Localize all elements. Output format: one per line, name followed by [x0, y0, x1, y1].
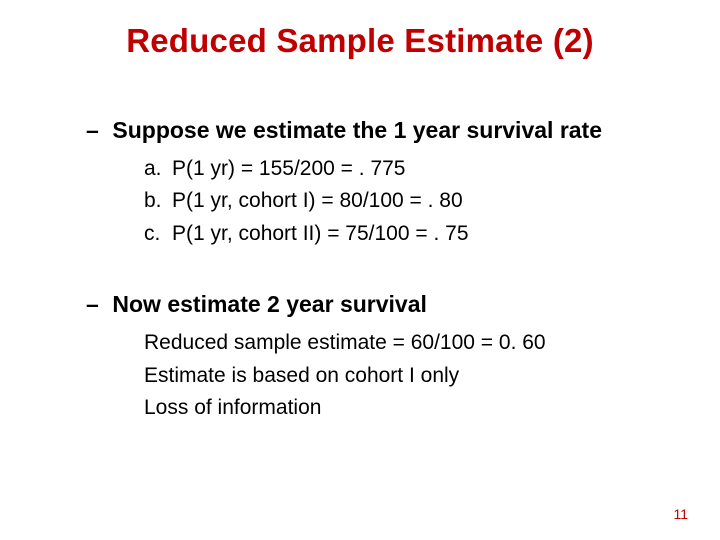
bullet-2: – Now estimate 2 year survival — [88, 290, 660, 319]
ordered-sublist-1: a. P(1 yr) = 155/200 = . 775 b. P(1 yr, … — [144, 153, 660, 251]
plain-sublist-2: Reduced sample estimate = 60/100 = 0. 60… — [144, 327, 660, 425]
list-marker: c. — [144, 218, 172, 251]
sub-line: Reduced sample estimate = 60/100 = 0. 60 — [144, 327, 660, 360]
list-text: P(1 yr, cohort II) = 75/100 = . 75 — [172, 218, 469, 251]
slide-title: Reduced Sample Estimate (2) — [0, 22, 720, 60]
list-item: a. P(1 yr) = 155/200 = . 775 — [144, 153, 660, 186]
bullet-1-text: Suppose we estimate the 1 year survival … — [112, 117, 602, 143]
list-marker: b. — [144, 185, 172, 218]
bullet-1: – Suppose we estimate the 1 year surviva… — [88, 116, 660, 145]
list-item: b. P(1 yr, cohort I) = 80/100 = . 80 — [144, 185, 660, 218]
list-item: c. P(1 yr, cohort II) = 75/100 = . 75 — [144, 218, 660, 251]
slide: Reduced Sample Estimate (2) – Suppose we… — [0, 0, 720, 540]
dash-icon: – — [86, 290, 106, 319]
list-text: P(1 yr) = 155/200 = . 775 — [172, 153, 405, 186]
sub-line: Estimate is based on cohort I only — [144, 360, 660, 393]
sub-line: Loss of information — [144, 392, 660, 425]
page-number: 11 — [673, 506, 688, 522]
dash-icon: – — [86, 116, 106, 145]
list-text: P(1 yr, cohort I) = 80/100 = . 80 — [172, 185, 463, 218]
list-marker: a. — [144, 153, 172, 186]
bullet-2-text: Now estimate 2 year survival — [112, 291, 427, 317]
slide-body: – Suppose we estimate the 1 year surviva… — [88, 116, 660, 425]
